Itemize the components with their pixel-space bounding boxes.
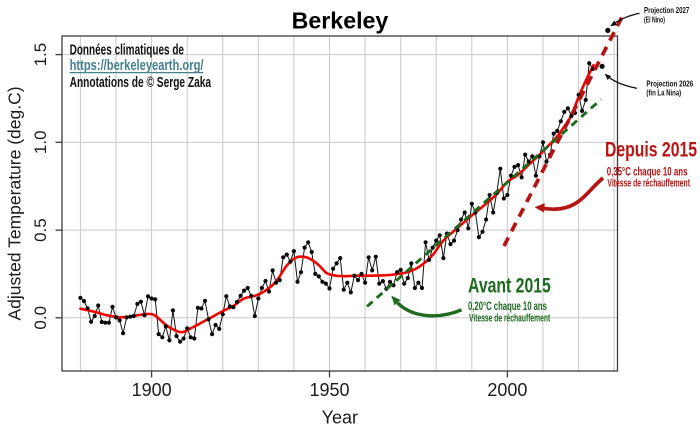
- svg-text:2000: 2000: [487, 380, 527, 400]
- svg-text:1.5: 1.5: [31, 43, 50, 67]
- svg-text:https://berkeleyearth.org/: https://berkeleyearth.org/: [70, 57, 205, 74]
- svg-text:Projection 2027: Projection 2027: [644, 6, 690, 15]
- svg-text:Vitesse de réchauffement: Vitesse de réchauffement: [469, 313, 550, 325]
- svg-text:Depuis 2015: Depuis 2015: [605, 139, 697, 162]
- svg-text:0.5: 0.5: [31, 218, 50, 242]
- svg-text:1900: 1900: [132, 380, 172, 400]
- svg-text:Avant 2015: Avant 2015: [468, 274, 551, 297]
- svg-text:Year: Year: [322, 408, 358, 428]
- svg-text:Projection 2026: Projection 2026: [646, 79, 693, 88]
- svg-text:Données climatiques de: Données climatiques de: [70, 41, 184, 58]
- svg-text:Adjusted Temperature (deg.C): Adjusted Temperature (deg.C): [5, 86, 25, 320]
- svg-text:0.0: 0.0: [31, 306, 50, 330]
- svg-text:(fin La Nina): (fin La Nina): [646, 89, 681, 98]
- svg-text:1.0: 1.0: [31, 130, 50, 154]
- svg-text:Vitesse de réchauffement: Vitesse de réchauffement: [607, 178, 690, 190]
- svg-text:Annotations de © Serge Zaka: Annotations de © Serge Zaka: [70, 74, 212, 91]
- svg-text:0,35°C chaque 10 ans: 0,35°C chaque 10 ans: [607, 165, 688, 179]
- svg-text:1950: 1950: [309, 380, 349, 400]
- svg-text:0,20°C chaque 10 ans: 0,20°C chaque 10 ans: [468, 299, 547, 313]
- svg-text:Berkeley: Berkeley: [292, 8, 389, 34]
- svg-text:(El Nino): (El Nino): [644, 15, 665, 24]
